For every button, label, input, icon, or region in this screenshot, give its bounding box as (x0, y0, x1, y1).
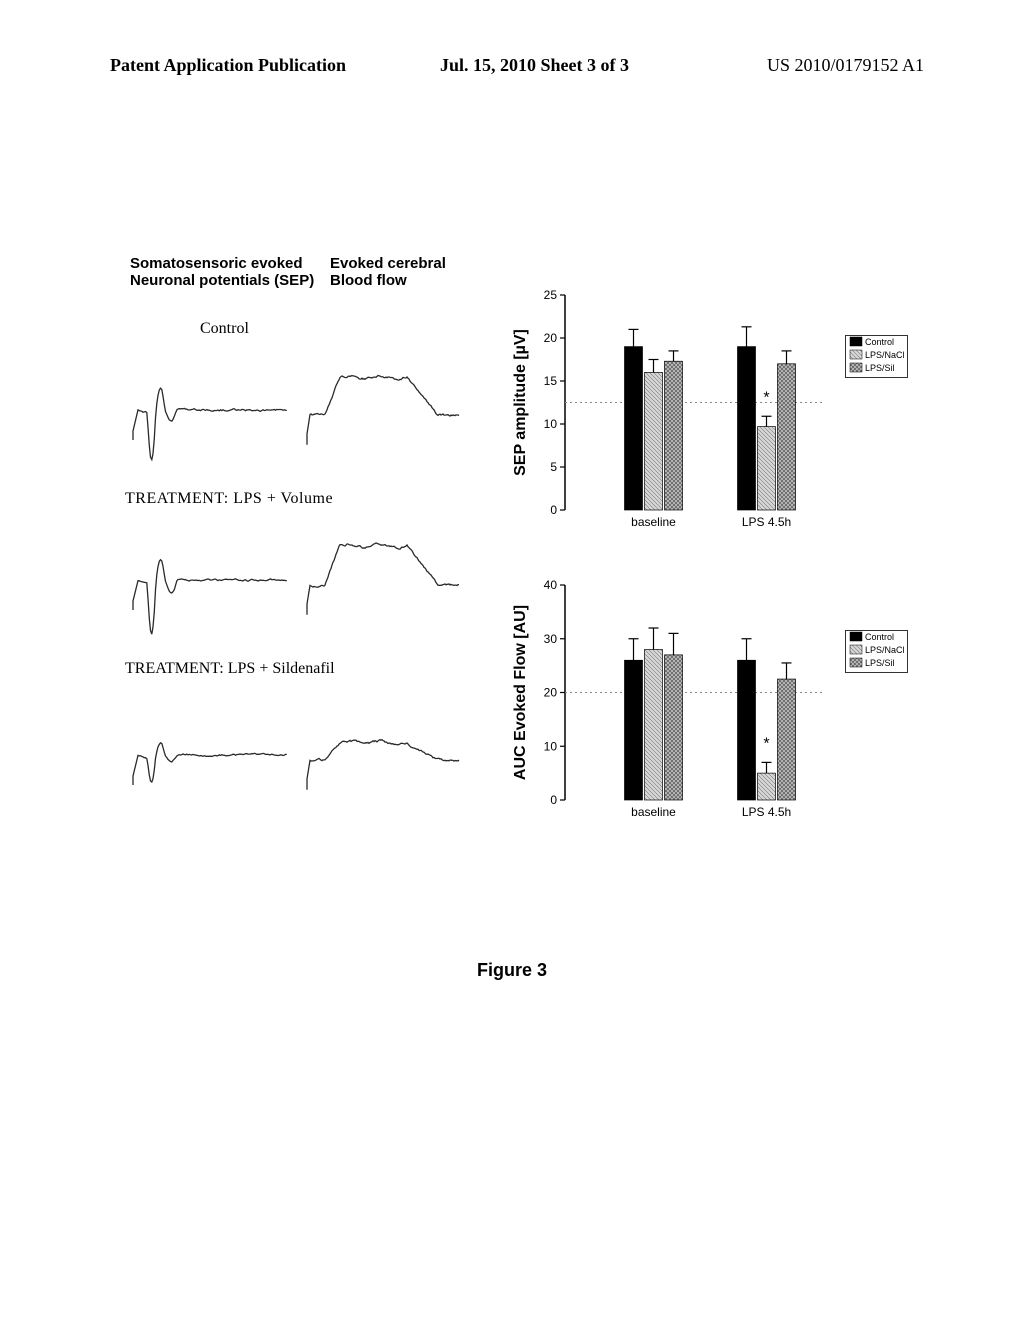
svg-text:0: 0 (550, 503, 557, 517)
svg-text:SEP amplitude [µV]: SEP amplitude [µV] (512, 329, 529, 476)
flow-chart-legend: Control LPS/NaCl LPS/Sil (845, 630, 910, 680)
svg-text:5: 5 (550, 460, 557, 474)
svg-text:baseline: baseline (631, 805, 676, 819)
svg-text:20: 20 (544, 331, 558, 345)
svg-text:15: 15 (544, 374, 558, 388)
svg-text:20: 20 (544, 686, 558, 700)
sep-title-line1: Somatosensoric evoked (130, 255, 314, 272)
svg-text:LPS/Sil: LPS/Sil (865, 363, 895, 373)
header-center: Jul. 15, 2010 Sheet 3 of 3 (440, 55, 629, 76)
svg-text:10: 10 (544, 417, 558, 431)
svg-text:Control: Control (865, 337, 894, 347)
evoked-flow-chart: 0 10 20 30 40 AUC Evoked Flow [AU] baseline LPS… (510, 575, 850, 870)
svg-text:25: 25 (544, 288, 558, 302)
svg-text:LPS/NaCl: LPS/NaCl (865, 645, 905, 655)
figure-panel: Somatosensoric evoked Neuronal potential… (130, 275, 890, 875)
figure-caption: Figure 3 (0, 960, 1024, 981)
svg-text:baseline: baseline (631, 515, 676, 529)
svg-text:0: 0 (550, 793, 557, 807)
svg-text:*: * (763, 389, 769, 406)
svg-text:10: 10 (544, 739, 558, 753)
svg-text:LPS/Sil: LPS/Sil (865, 658, 895, 668)
svg-text:LPS/NaCl: LPS/NaCl (865, 350, 905, 360)
sep-amplitude-chart: 0 5 10 15 20 25 SEP amplitude [µV] baseline LPS … (510, 285, 850, 580)
svg-text:AUC Evoked Flow [AU]: AUC Evoked Flow [AU] (512, 605, 529, 780)
trace-waveforms (130, 275, 480, 835)
header-left: Patent Application Publication (110, 55, 346, 76)
svg-text:Control: Control (865, 632, 894, 642)
svg-text:40: 40 (544, 578, 558, 592)
svg-text:30: 30 (544, 632, 558, 646)
svg-text:*: * (763, 735, 769, 752)
sep-chart-legend: Control LPS/NaCl LPS/Sil (845, 335, 910, 385)
header-right: US 2010/0179152 A1 (767, 55, 924, 76)
flow-title-line1: Evoked cerebral (330, 255, 446, 272)
svg-text:LPS 4.5h: LPS 4.5h (742, 805, 791, 819)
svg-text:LPS 4.5h: LPS 4.5h (742, 515, 791, 529)
